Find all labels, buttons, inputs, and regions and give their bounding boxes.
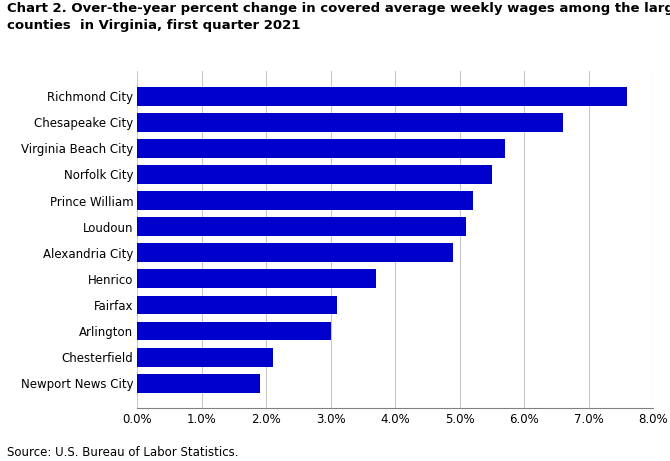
Bar: [137, 296, 337, 314]
Bar: [137, 322, 331, 341]
Bar: [137, 113, 563, 132]
Bar: [137, 217, 466, 236]
Bar: [137, 139, 505, 158]
Bar: [137, 270, 376, 288]
Bar: [137, 243, 454, 262]
Text: Chart 2. Over-the-year percent change in covered average weekly wages among the : Chart 2. Over-the-year percent change in…: [7, 2, 670, 32]
Bar: [137, 348, 273, 366]
Text: Source: U.S. Bureau of Labor Statistics.: Source: U.S. Bureau of Labor Statistics.: [7, 446, 239, 459]
Bar: [137, 87, 627, 106]
Bar: [137, 191, 473, 210]
Bar: [137, 374, 260, 393]
Bar: [137, 165, 492, 184]
